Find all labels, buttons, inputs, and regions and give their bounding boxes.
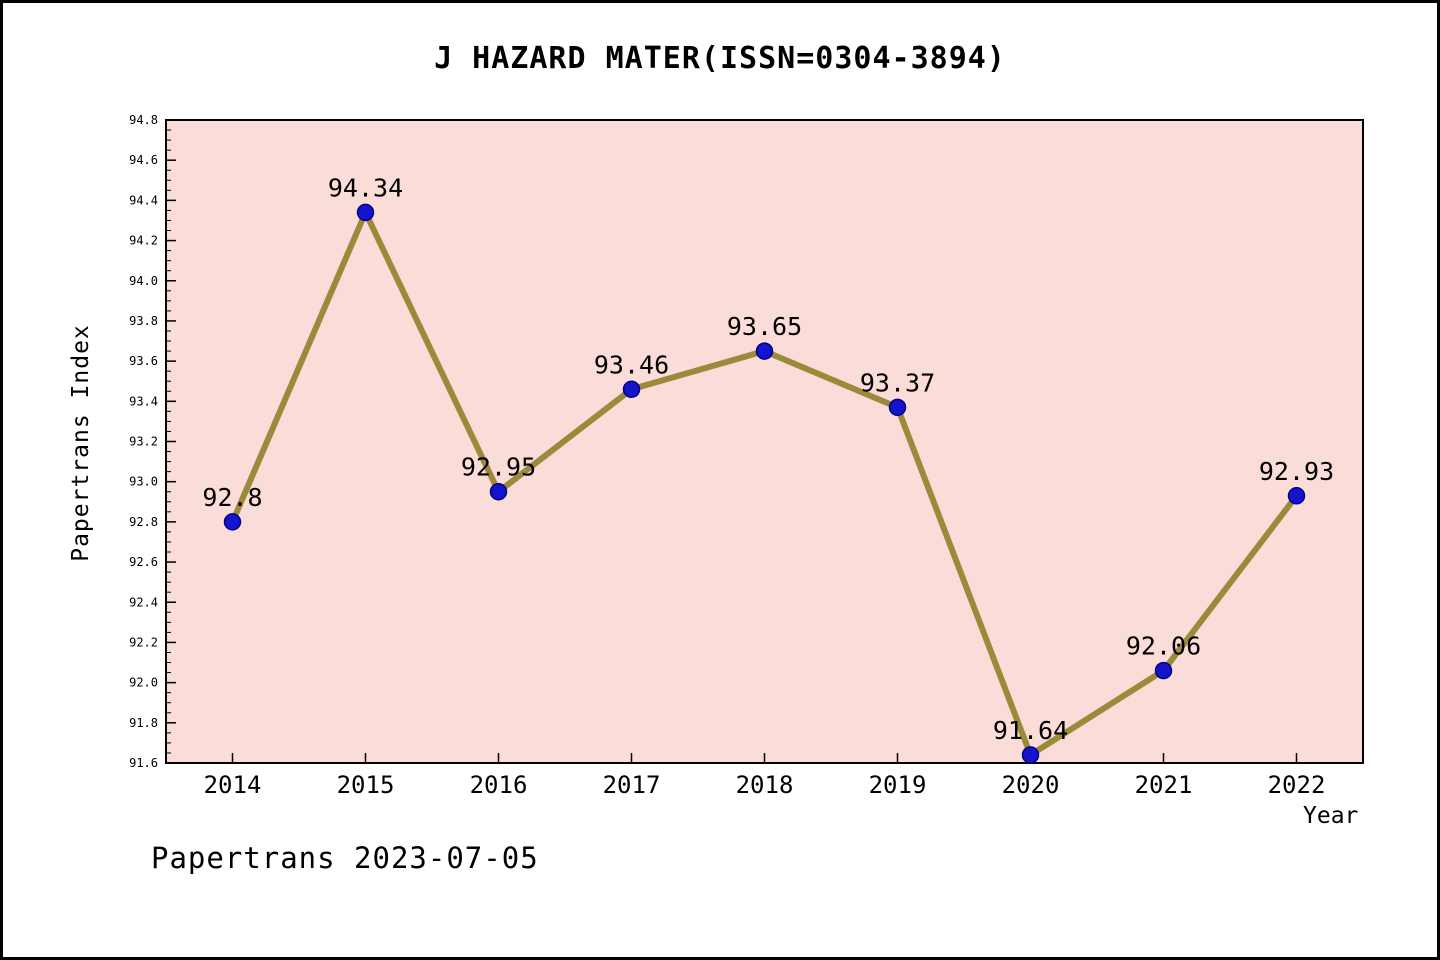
y-tick-label: 92.4	[129, 595, 158, 609]
x-tick-label: 2020	[1002, 771, 1060, 799]
y-tick-label: 94.6	[129, 153, 158, 167]
footer-note: Papertrans 2023-07-05	[151, 841, 539, 875]
data-point	[755, 342, 774, 360]
x-tick-label: 2015	[337, 771, 395, 799]
data-point	[356, 203, 375, 222]
data-point	[489, 482, 508, 501]
plot-area	[165, 119, 1364, 764]
y-tick-label: 93.4	[129, 394, 158, 408]
point-label: 92.06	[1126, 632, 1201, 661]
data-point	[1021, 746, 1040, 764]
y-tick-label: 93.6	[129, 354, 158, 368]
data-point	[223, 513, 242, 531]
y-tick-label: 92.2	[129, 635, 158, 649]
point-label: 94.34	[328, 173, 403, 202]
point-label: 93.46	[594, 350, 669, 379]
point-label: 93.65	[727, 312, 802, 341]
x-tick-label: 2016	[470, 771, 528, 799]
point-label: 92.93	[1259, 457, 1334, 486]
x-tick-label: 2019	[869, 771, 927, 799]
y-tick-label: 92.8	[129, 515, 158, 529]
x-tick-label: 2021	[1135, 771, 1193, 799]
data-point	[1154, 661, 1173, 680]
data-point	[888, 398, 907, 417]
x-axis-title: Year	[1303, 803, 1359, 829]
y-tick-label: 93.0	[129, 475, 158, 489]
x-tick-label: 2014	[204, 771, 262, 799]
y-tick-label: 91.8	[129, 716, 158, 730]
x-tick-label: 2017	[603, 771, 661, 799]
chart-canvas: 91.6 91.8 92.0 92.2 92.4 92.6 92.8 93.0 93.2 93.4…	[129, 113, 1364, 799]
y-tick-label: 94.2	[129, 234, 158, 248]
point-label: 93.37	[860, 368, 935, 397]
chart-title: J HAZARD MATER(ISSN=0304-3894)	[434, 41, 1006, 76]
x-tick-label: 2022	[1268, 771, 1326, 799]
y-tick-label: 93.2	[129, 435, 158, 449]
data-point	[1287, 487, 1306, 505]
point-label: 92.8	[202, 483, 262, 512]
y-tick-label: 92.6	[129, 555, 158, 569]
x-tick-label: 2018	[736, 771, 794, 799]
point-label: 92.95	[461, 453, 536, 482]
y-tick-label: 91.6	[129, 756, 158, 770]
y-tick-label: 93.8	[129, 314, 158, 328]
point-label: 91.64	[993, 716, 1068, 745]
y-tick-label: 94.0	[129, 274, 158, 288]
y-tick-label: 94.4	[129, 193, 158, 207]
data-point	[622, 380, 641, 399]
y-tick-label: 92.0	[129, 676, 158, 690]
y-tick-label: 94.8	[129, 113, 158, 127]
y-axis-title: Papertrans Index	[68, 324, 94, 562]
